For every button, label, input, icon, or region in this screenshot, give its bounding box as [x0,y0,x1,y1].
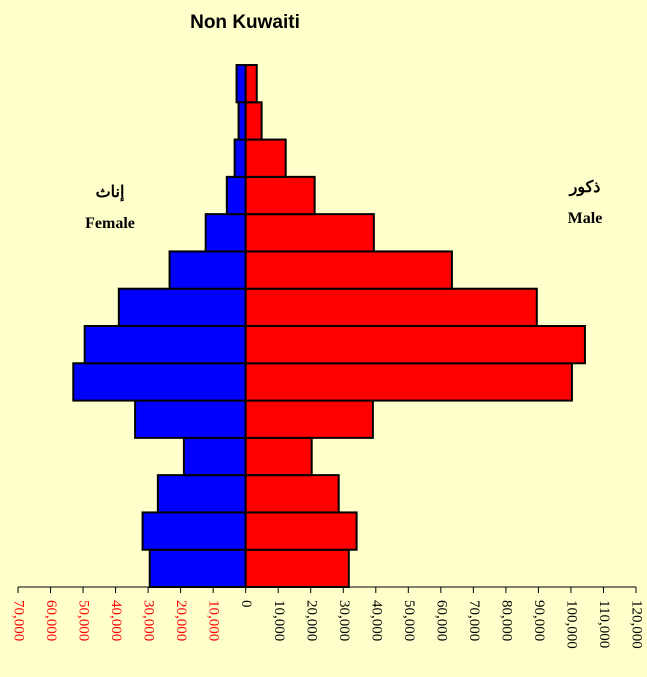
bar [244,399,374,439]
x-tick-label: 30,000 [336,600,352,641]
bar [168,250,247,290]
x-tick-label: 70,000 [11,600,27,641]
bar [233,138,247,178]
x-tick-label: 40,000 [368,600,384,641]
right-label-ar: ذكور [569,179,601,197]
x-tick-label: 100,000 [564,600,580,649]
right-label: Male [568,210,603,227]
bar [244,64,258,104]
bar [244,325,586,365]
bar [235,64,247,104]
x-tick-label: 30,000 [141,600,157,641]
bar [244,548,350,589]
bar [72,362,247,402]
x-tick-label: 40,000 [108,600,124,641]
x-tick-label: 90,000 [531,600,547,641]
bar [182,436,247,477]
x-tick-label: 50,000 [401,600,417,641]
bar [117,287,247,328]
x-tick-label: 10,000 [271,600,287,641]
x-tick-label: 50,000 [76,600,92,641]
x-tick-label: 110,000 [596,600,612,648]
bar [244,474,340,514]
x-tick-label: 60,000 [433,600,449,641]
x-tick-label: 80,000 [498,600,514,641]
left-label: Female [85,215,135,232]
bar [244,250,453,290]
bar [244,101,263,141]
bar [244,175,316,216]
x-tick-label: 120,000 [629,600,645,649]
bar [134,399,247,439]
left-label-ar: إناث [96,184,125,201]
bar [83,325,247,365]
x-tick-label: 10,000 [206,600,222,641]
bar [244,362,573,402]
x-tick-label: 20,000 [303,600,319,641]
chart-title: Non Kuwaiti [190,12,300,33]
x-tick-label: 70,000 [466,600,482,641]
bar [237,101,247,141]
bar [204,213,247,253]
bar [244,511,358,551]
bar [156,474,247,514]
x-tick-label: 20,000 [173,600,189,641]
x-tick-label: 60,000 [43,600,59,641]
bar [148,548,247,589]
x-tick-label: 0 [238,600,254,608]
bar [244,213,375,253]
bar [141,511,247,551]
bar [225,175,247,216]
bar [244,287,538,328]
bar [244,436,313,477]
bar [244,138,287,178]
